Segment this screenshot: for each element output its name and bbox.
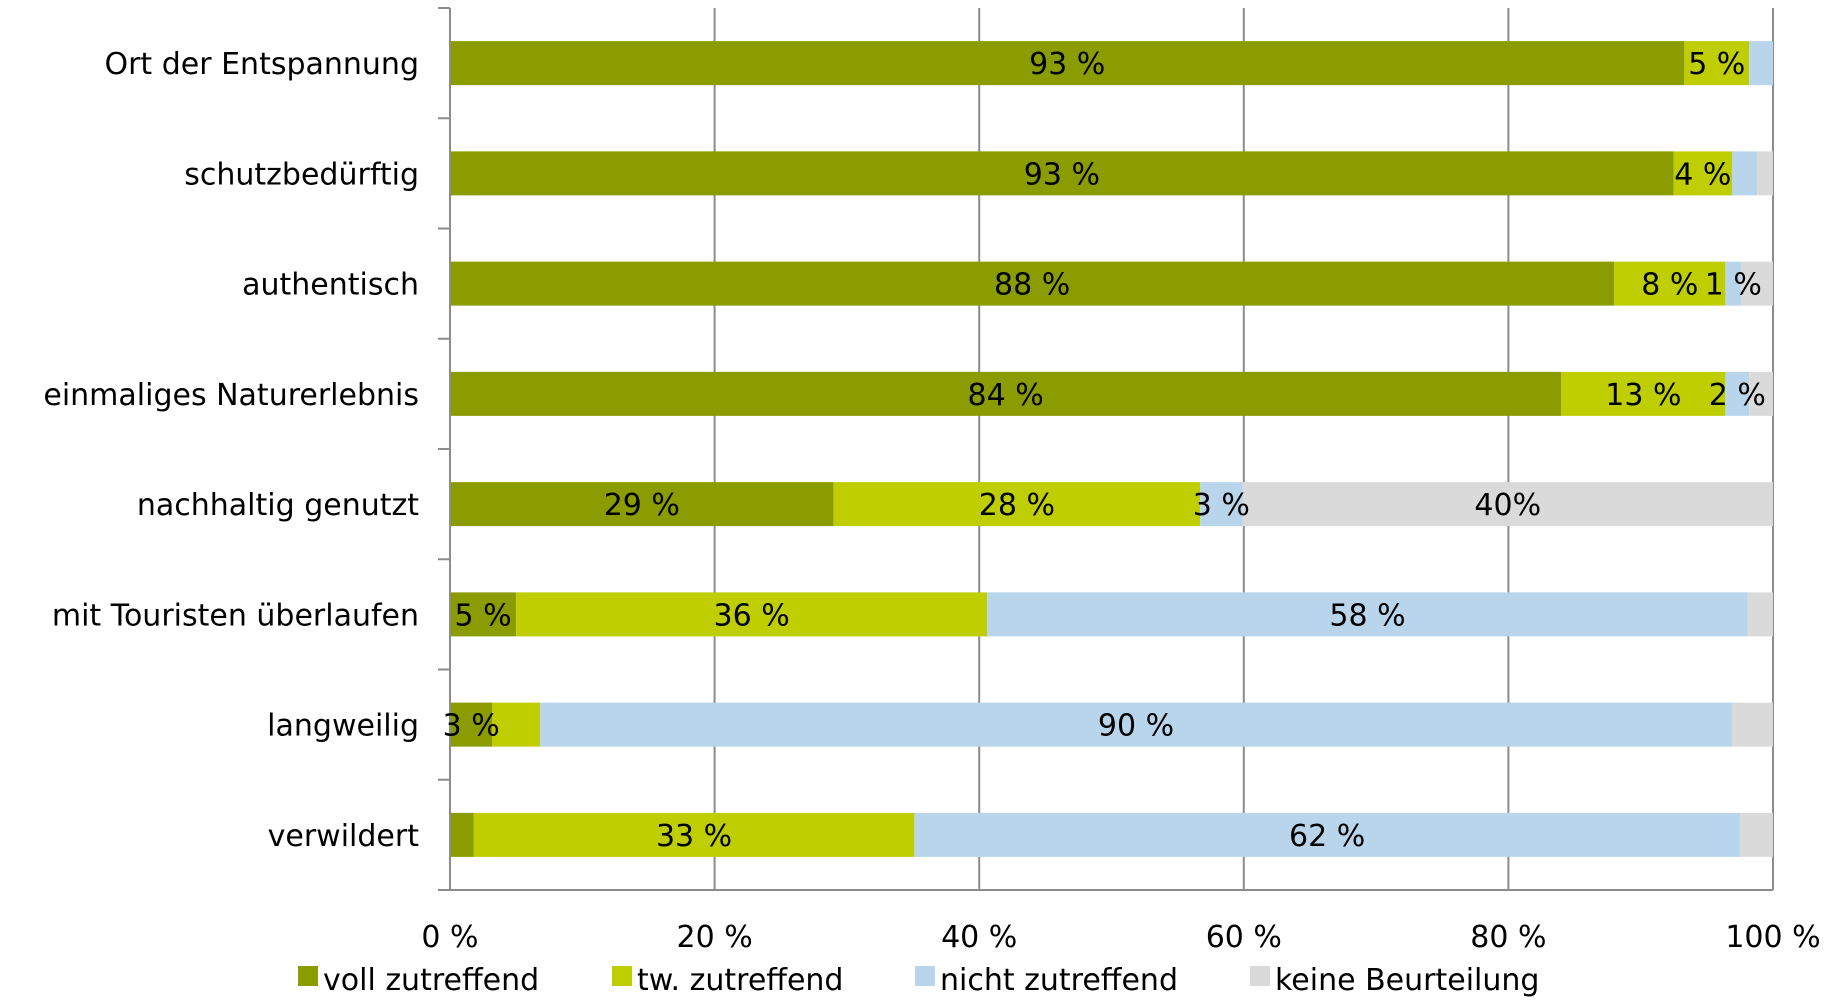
data-label: 88 %: [994, 268, 1070, 303]
data-label: 84 %: [968, 378, 1044, 413]
bar-segment: [450, 151, 1674, 196]
bar-segment: [1741, 261, 1773, 306]
legend-label: voll zutreffend: [323, 963, 539, 998]
bar-segment: [1731, 151, 1758, 196]
category-label: langweilig: [267, 709, 419, 744]
bar-segment: [914, 812, 1740, 857]
bar-segment: [1749, 371, 1773, 416]
data-label: 3 %: [443, 709, 500, 744]
category-label: einmaliges Naturerlebnis: [43, 378, 419, 413]
category-label: nachhaltig genutzt: [137, 488, 419, 523]
bar-segment: [1749, 41, 1773, 86]
data-label: 3 %: [1193, 488, 1250, 523]
data-label: 1 %: [1705, 268, 1762, 303]
bar-segment: [450, 592, 517, 637]
bar-segment: [1731, 702, 1773, 747]
legend-swatch: [612, 966, 632, 986]
legend-label: nicht zutreffend: [940, 963, 1178, 998]
bar-segment: [1242, 482, 1773, 527]
data-label: 40%: [1474, 488, 1541, 523]
bar-segment: [450, 702, 493, 747]
bar-segment: [1757, 151, 1773, 196]
x-tick-label: 20 %: [676, 920, 752, 955]
x-tick-label: 40 %: [941, 920, 1017, 955]
legend-label: keine Beurteilung: [1275, 963, 1539, 998]
data-label: 33 %: [656, 819, 732, 854]
bar-segment: [1200, 482, 1243, 527]
category-label: schutzbedürftig: [184, 157, 419, 192]
bar-segment: [833, 482, 1201, 527]
category-label: authentisch: [242, 268, 419, 303]
bar-segment: [1725, 261, 1742, 306]
bar-segment: [473, 812, 915, 857]
data-label: 29 %: [604, 488, 680, 523]
bar-segment: [492, 702, 540, 747]
data-label: 2 %: [1709, 378, 1766, 413]
bar-segment: [539, 702, 1732, 747]
x-tick-label: 100 %: [1725, 920, 1820, 955]
axes: 0 % 20 % 40 % 60 % 80 % 100 % Ort der Entspann…: [43, 7, 1821, 955]
data-label: 93 %: [1024, 157, 1100, 192]
bar-segment: [450, 261, 1615, 306]
data-label: 8 %: [1641, 268, 1698, 303]
legend: voll zutreffend tw. zutreffend nicht zutre…: [298, 963, 1539, 998]
data-label: 4 %: [1674, 157, 1731, 192]
legend-swatch: [1250, 966, 1270, 986]
data-label: 5 %: [455, 598, 512, 633]
legend-swatch: [298, 966, 318, 986]
data-label: 90 %: [1098, 709, 1174, 744]
bar-segment: [450, 482, 834, 527]
gridlines: [713, 8, 1774, 890]
bar-segment: [1725, 371, 1750, 416]
bar-segment: [987, 592, 1748, 637]
data-label: 13 %: [1605, 378, 1681, 413]
bar-segment: [1747, 592, 1773, 637]
category-label: mit Touristen überlaufen: [52, 598, 419, 633]
x-tick-label: 60 %: [1206, 920, 1282, 955]
legend-swatch: [915, 966, 935, 986]
x-tick-label: 80 %: [1470, 920, 1546, 955]
bar-segment: [450, 812, 474, 857]
x-tick-label: 0 %: [421, 920, 478, 955]
bar-segment: [450, 371, 1562, 416]
category-label: Ort der Entspannung: [104, 47, 419, 82]
bar-segment: [450, 41, 1685, 86]
data-label: 5 %: [1688, 47, 1745, 82]
data-label: 58 %: [1329, 598, 1405, 633]
bars: [450, 41, 1773, 857]
data-label: 28 %: [979, 488, 1055, 523]
category-label: verwildert: [268, 819, 420, 854]
data-labels: 93 % 5 % 93 % 4 % 88 % 8 % 1 % 84 % 13 % 2 % 29 % 2…: [443, 47, 1766, 854]
data-label: 62 %: [1289, 819, 1365, 854]
bar-segment: [1739, 812, 1773, 857]
data-label: 93 %: [1029, 47, 1105, 82]
data-label: 36 %: [714, 598, 790, 633]
bar-segment: [516, 592, 988, 637]
legend-label: tw. zutreffend: [637, 963, 843, 998]
bar-segment: [1614, 261, 1726, 306]
bar-segment: [1684, 41, 1750, 86]
bar-segment: [1561, 371, 1726, 416]
bar-segment: [1673, 151, 1732, 196]
